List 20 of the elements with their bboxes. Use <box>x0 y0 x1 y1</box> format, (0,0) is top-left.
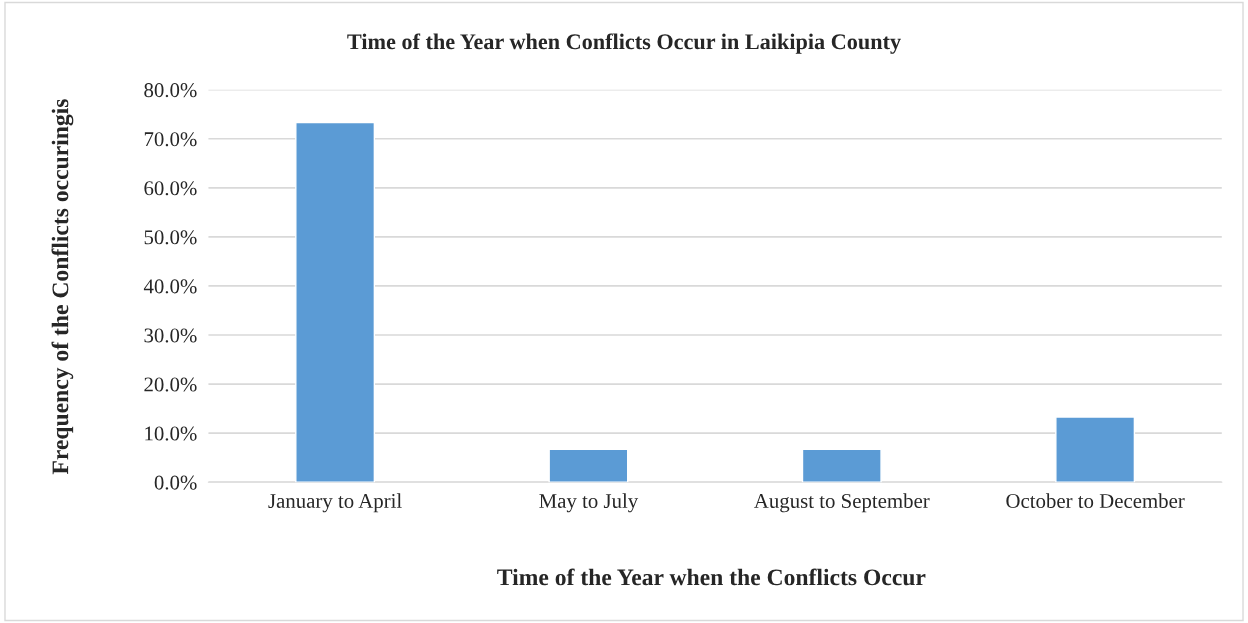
bar <box>548 448 629 483</box>
x-tick-label: January to April <box>268 493 402 513</box>
x-axis-title: Time of the Year when the Conflicts Occur <box>497 568 926 586</box>
y-tick-label: 20.0% <box>144 377 197 392</box>
y-tick-label: 70.0% <box>144 132 197 147</box>
y-tick-label: 0.0% <box>154 475 197 490</box>
bar <box>295 121 376 483</box>
y-axis-title: Frequency of the Conflicts occuringis <box>51 99 74 475</box>
y-tick-label: 30.0% <box>144 328 197 343</box>
y-tick-label: 40.0% <box>143 279 197 294</box>
bar <box>801 448 882 483</box>
y-tick-label: 80.0% <box>144 83 197 98</box>
bar <box>1055 416 1136 483</box>
y-tick-label: 50.0% <box>144 230 197 245</box>
x-tick-label: August to September <box>754 493 930 513</box>
x-tick-label: October to December <box>1006 493 1185 508</box>
y-tick-label: 60.0% <box>144 181 197 196</box>
y-tick-label: 10.0% <box>145 426 197 441</box>
x-tick-label: May to July <box>539 493 639 513</box>
chart-title: Time of the Year when Conflicts Occur in Laikipia County <box>347 33 901 54</box>
